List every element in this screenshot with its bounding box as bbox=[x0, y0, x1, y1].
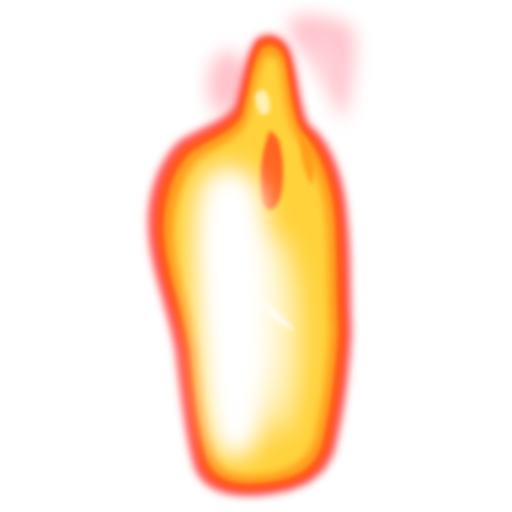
flame-wisps bbox=[207, 15, 355, 120]
flame-core bbox=[194, 167, 301, 459]
flame-highlights bbox=[239, 90, 295, 330]
flame-crevice bbox=[260, 130, 315, 210]
